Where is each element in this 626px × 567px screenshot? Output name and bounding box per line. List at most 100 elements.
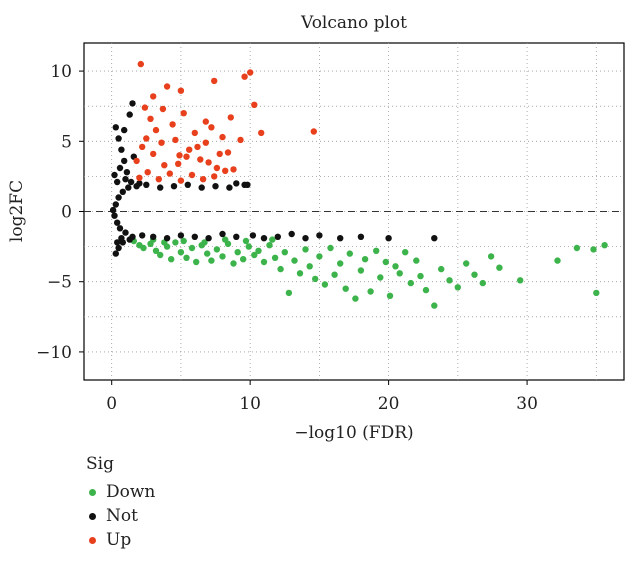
data-point-down — [373, 247, 380, 254]
data-point-down — [277, 265, 284, 273]
x-tick-label: 20 — [378, 394, 400, 414]
data-point-up — [137, 60, 144, 68]
data-point-not — [274, 233, 281, 240]
data-point-down — [306, 263, 313, 270]
data-point-up — [213, 164, 221, 172]
data-point-not — [119, 188, 127, 195]
data-point-not — [212, 183, 219, 190]
data-point-not — [118, 235, 125, 242]
data-point-up — [169, 121, 176, 128]
data-point-down — [168, 256, 175, 263]
data-point-down — [230, 260, 237, 267]
data-point-down — [352, 295, 359, 302]
data-point-down — [152, 247, 160, 254]
data-point-not — [121, 157, 128, 165]
legend-label-not: Not — [106, 506, 138, 526]
data-point-not — [337, 235, 344, 242]
data-point-down — [413, 257, 420, 264]
data-point-up — [191, 129, 198, 137]
data-point-down — [312, 275, 319, 283]
legend-swatch-down — [89, 488, 96, 496]
data-point-up — [143, 135, 150, 142]
data-point-down — [255, 247, 262, 254]
data-point-down — [471, 271, 478, 278]
data-point-down — [296, 270, 304, 277]
legend-title: Sig — [86, 454, 114, 474]
data-point-not — [123, 169, 131, 176]
x-tick-label: 0 — [106, 394, 117, 414]
data-point-not — [150, 233, 157, 240]
data-point-down — [417, 272, 424, 280]
data-point-up — [230, 166, 237, 173]
data-point-down — [245, 243, 252, 250]
data-point-not — [198, 184, 205, 191]
legend-swatch-up — [89, 536, 96, 544]
data-point-down — [208, 257, 215, 264]
data-point-down — [180, 237, 187, 245]
data-point-down — [554, 257, 561, 264]
data-point-down — [269, 236, 276, 243]
data-point-not — [249, 232, 257, 239]
data-point-down — [271, 254, 279, 261]
legend-item-down: Down — [86, 480, 155, 504]
data-point-not — [126, 111, 133, 118]
data-point-not — [316, 232, 323, 239]
data-point-not — [126, 236, 133, 243]
data-point-down — [204, 250, 211, 257]
data-point-up — [222, 167, 229, 174]
data-point-not — [114, 219, 121, 226]
data-point-down — [367, 288, 374, 295]
data-point-down — [357, 267, 365, 274]
data-point-up — [163, 83, 171, 90]
data-point-up — [208, 124, 215, 131]
data-point-not — [143, 181, 150, 188]
data-point-not — [157, 184, 164, 191]
data-point-not — [260, 235, 268, 242]
data-point-up — [155, 176, 162, 183]
data-point-down — [407, 279, 414, 287]
data-point-down — [517, 277, 524, 284]
data-point-up — [136, 174, 143, 181]
data-point-down — [382, 258, 389, 266]
data-point-not — [129, 100, 136, 107]
data-point-not — [191, 233, 198, 240]
data-point-up — [183, 153, 190, 160]
data-point-not — [109, 206, 117, 214]
data-point-up — [310, 128, 317, 135]
data-point-down — [222, 236, 229, 243]
data-point-down — [193, 258, 200, 266]
data-point-down — [402, 249, 409, 256]
data-point-down — [201, 239, 208, 246]
data-point-up — [150, 150, 157, 158]
data-point-down — [172, 239, 179, 246]
data-point-down — [377, 274, 384, 281]
data-point-down — [386, 292, 394, 299]
data-point-not — [431, 235, 438, 242]
data-point-up — [177, 177, 185, 184]
data-point-up — [159, 105, 167, 113]
data-point-up — [176, 152, 183, 159]
data-point-not — [121, 126, 128, 134]
data-point-not — [125, 184, 132, 191]
y-tick-label: −5 — [47, 273, 72, 293]
data-point-down — [431, 302, 438, 309]
data-point-down — [219, 253, 226, 260]
data-point-up — [133, 157, 140, 165]
data-point-not — [139, 232, 146, 239]
data-point-up — [197, 156, 204, 163]
data-point-up — [194, 143, 201, 151]
data-point-not — [184, 181, 191, 188]
data-point-up — [216, 150, 223, 158]
data-point-down — [463, 260, 470, 267]
data-point-up — [144, 169, 151, 176]
data-point-down — [316, 253, 323, 260]
data-point-down — [140, 244, 147, 252]
data-point-up — [241, 73, 248, 80]
x-tick-label: 10 — [239, 394, 261, 414]
data-point-down — [234, 249, 241, 256]
data-point-down — [260, 258, 268, 266]
legend-swatch-not — [89, 512, 96, 520]
data-point-not — [111, 171, 118, 179]
data-point-up — [161, 162, 168, 169]
